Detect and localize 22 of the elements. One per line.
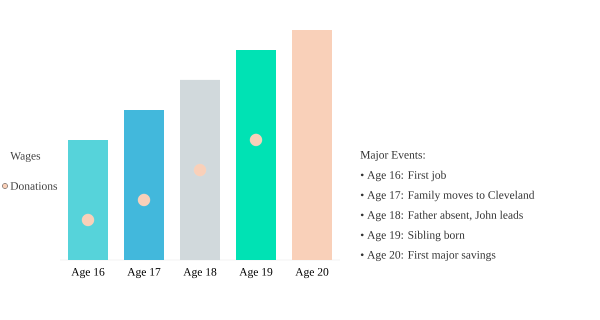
text: Major Events: [360,150,425,162]
point [194,164,206,176]
text: • Age 16: First job [360,170,446,182]
text: • Age 18: Father absent, John leads [360,210,523,222]
bar [68,140,108,260]
point [250,134,262,146]
x-tick-label: Age 20 [295,268,328,278]
x-tick-label: Age 16 [71,268,104,278]
bar [124,110,164,260]
x-tick-label: Age 18 [183,268,216,278]
x-tick-label: Age 17 [127,268,160,278]
point [82,214,94,226]
text: Wages [10,152,40,162]
bar [236,50,276,260]
text: • Age 20: First major savings [360,250,496,262]
legend-label: Donations [10,182,58,190]
bar [180,80,220,260]
point [138,194,150,206]
text: • Age 17: Family moves to Cleveland [360,190,534,202]
x-tick-label: Age 19 [239,268,272,278]
text: • Age 19: Sibling born [360,230,465,242]
bar [292,30,332,260]
